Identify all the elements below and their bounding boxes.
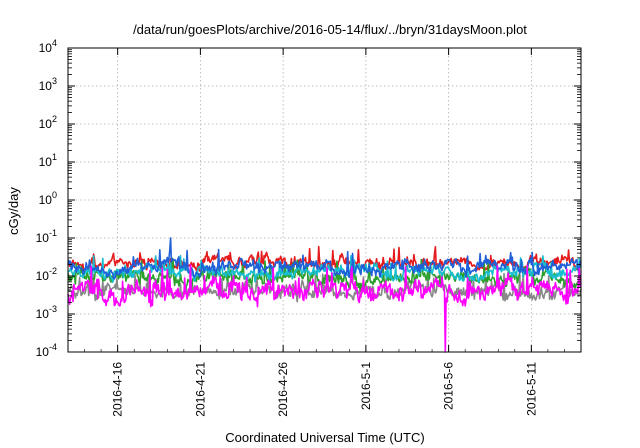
y-tick-label: 101 (39, 152, 57, 169)
grid (68, 48, 581, 352)
series-line-5 (67, 237, 582, 280)
x-tick-label: 2016-4-21 (193, 362, 207, 417)
y-tick-label: 100 (39, 190, 57, 207)
x-tick-label: 2016-4-16 (111, 362, 125, 417)
x-axis-label: Coordinated Universal Time (UTC) (225, 430, 424, 445)
series-line-6 (67, 263, 582, 353)
y-tick-label: 103 (39, 76, 57, 93)
y-tick-label: 10-1 (36, 228, 57, 245)
x-tick-label: 2016-5-6 (442, 362, 456, 410)
y-tick-label: 10-3 (36, 304, 57, 321)
y-tick-labels: 10-4 10-3 10-2 10-1 100 101 102 103 104 (36, 38, 57, 359)
x-tick-label: 2016-5-11 (524, 362, 538, 416)
plot-area (67, 237, 582, 353)
y-tick-label: 102 (39, 114, 57, 131)
x-tick-label: 2016-4-26 (276, 362, 290, 417)
x-tick-labels: 2016-4-16 2016-4-21 2016-4-26 2016-5-1 2016-… (111, 362, 539, 417)
chart-title: /data/run/goesPlots/archive/2016-05-14/f… (133, 22, 527, 37)
y-axis-label: cGy/day (6, 187, 21, 235)
y-tick-label: 10-4 (36, 342, 57, 359)
y-tick-label: 104 (39, 38, 57, 55)
series-line-3 (67, 257, 582, 294)
y-tick-label: 10-2 (36, 266, 57, 283)
x-tick-label: 2016-5-1 (359, 362, 373, 410)
axis-ticks (67, 47, 582, 353)
